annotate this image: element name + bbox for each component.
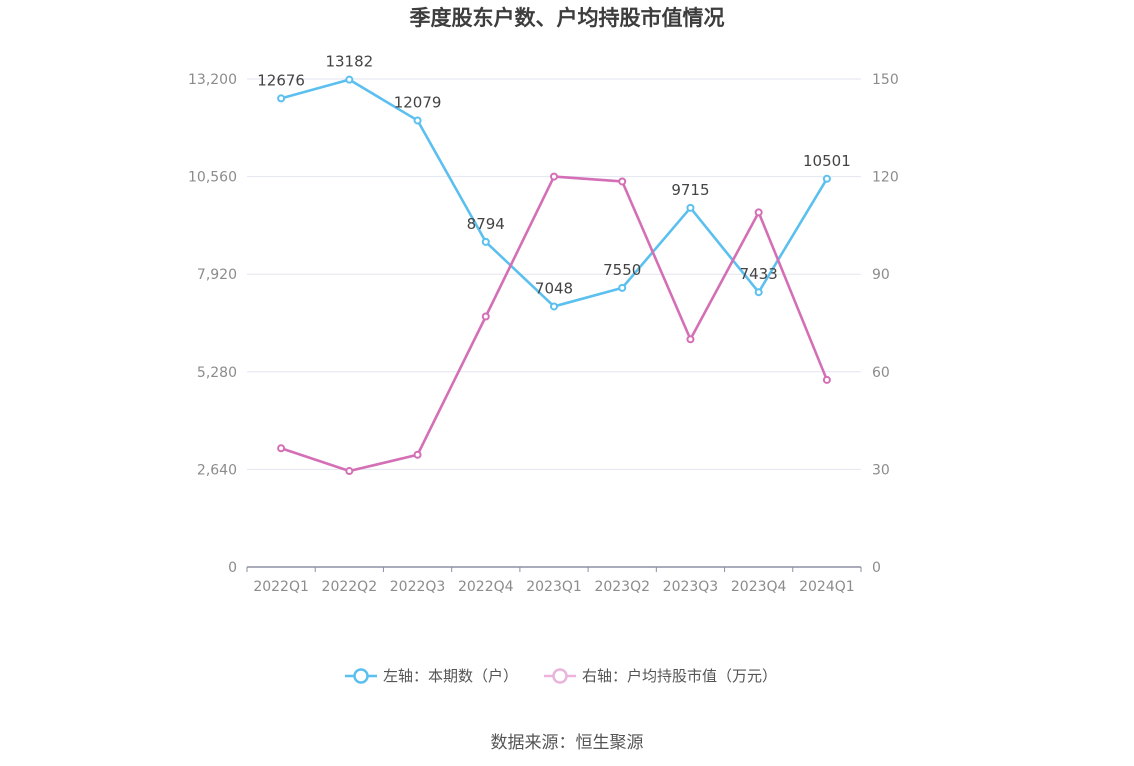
series-1-point[interactable] (550, 302, 558, 311)
series-1-point[interactable] (345, 75, 354, 84)
series-1-point[interactable] (754, 288, 763, 297)
left-axis-tick-label: 10,560 (188, 170, 237, 186)
chart-title: 季度股东户数、户均持股市值情况 (410, 6, 725, 30)
data-label: 7550 (603, 261, 641, 279)
data-label: 10501 (803, 152, 851, 170)
series-1-point[interactable] (618, 283, 627, 292)
series-1-point[interactable] (686, 203, 695, 212)
x-tick-label: 2022Q2 (322, 579, 378, 595)
series-2-point[interactable] (822, 375, 831, 384)
data-label: 8794 (467, 215, 505, 233)
x-tick-label: 2022Q4 (458, 579, 514, 595)
series-2-point[interactable] (481, 312, 490, 321)
legend-marker-2 (552, 668, 568, 684)
x-tick-label: 2023Q4 (731, 579, 787, 595)
right-axis-tick-label: 60 (872, 365, 890, 381)
x-tick-label: 2023Q1 (526, 579, 582, 595)
x-tick-label: 2022Q3 (390, 579, 446, 595)
right-axis-tick-label: 0 (872, 560, 881, 576)
series-1-point[interactable] (413, 116, 422, 125)
left-axis: 0 2,640 5,280 7,920 10,560 13,200 (188, 72, 237, 576)
series-2-point[interactable] (618, 177, 627, 186)
left-axis-tick-label: 2,640 (197, 462, 237, 478)
right-axis: 0 30 60 90 120 150 (872, 72, 899, 576)
right-axis-tick-label: 150 (872, 72, 899, 88)
series-1-point[interactable] (822, 174, 831, 183)
series-2-point[interactable] (754, 208, 763, 217)
legend-marker-1 (353, 668, 369, 684)
data-label: 7048 (535, 279, 573, 297)
x-tick-label: 2024Q1 (799, 579, 855, 595)
series-2-point[interactable] (345, 467, 354, 476)
series-1-point[interactable] (277, 94, 286, 103)
series-1-point[interactable] (481, 237, 490, 246)
legend[interactable]: 左轴：本期数（户） 右轴：户均持股市值（万元） (345, 667, 777, 685)
legend-label-2[interactable]: 右轴：户均持股市值（万元） (582, 667, 777, 685)
series-2-point[interactable] (277, 444, 286, 453)
x-axis: 2022Q1 2022Q2 2022Q3 2022Q4 2023Q1 2023Q2 2023… (246, 566, 862, 595)
source-note: 数据来源：恒生聚源 (491, 733, 644, 753)
left-axis-tick-label: 13,200 (188, 72, 237, 88)
series-2-point[interactable] (413, 450, 422, 459)
x-tick-label: 2023Q3 (663, 579, 719, 595)
data-label: 7433 (740, 265, 778, 283)
left-axis-tick-label: 7,920 (197, 267, 237, 283)
right-axis-tick-label: 90 (872, 267, 890, 283)
right-axis-tick-label: 120 (872, 170, 899, 186)
data-label: 13182 (325, 53, 373, 71)
series-2-point[interactable] (686, 335, 695, 344)
data-label: 12676 (257, 71, 305, 89)
left-axis-tick-label: 0 (228, 560, 237, 576)
legend-label-1[interactable]: 左轴：本期数（户） (383, 667, 518, 685)
series-2-point[interactable] (550, 172, 558, 181)
x-tick-label: 2022Q1 (253, 579, 309, 595)
data-label: 12079 (394, 93, 442, 111)
left-axis-tick-label: 5,280 (197, 365, 237, 381)
series-line-2 (280, 175, 829, 473)
series-layer: 12676 13182 12079 8794 7048 7550 9715 7433 10501 (257, 53, 851, 476)
x-tick-label: 2023Q2 (594, 579, 650, 595)
data-label: 9715 (671, 181, 709, 199)
right-axis-tick-label: 30 (872, 462, 890, 478)
